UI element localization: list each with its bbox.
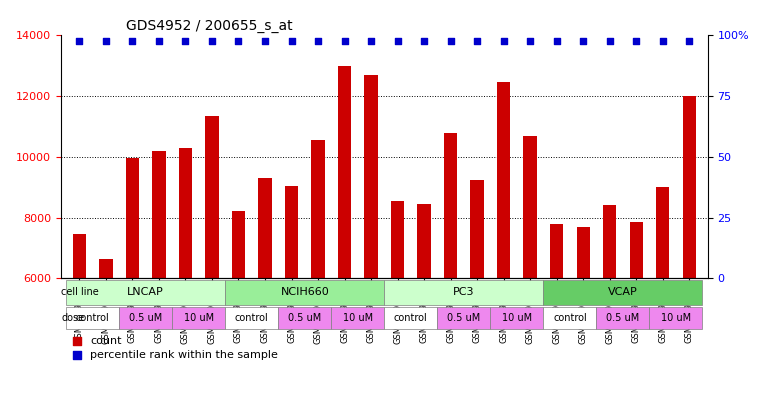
Text: control: control <box>553 313 587 323</box>
Bar <box>126 158 139 278</box>
Point <box>100 38 112 44</box>
FancyBboxPatch shape <box>66 280 225 305</box>
Point <box>232 38 244 44</box>
Bar <box>656 187 669 278</box>
Bar <box>73 234 86 278</box>
Bar <box>232 211 245 278</box>
Bar <box>205 116 218 278</box>
Point <box>71 352 83 358</box>
Text: percentile rank within the sample: percentile rank within the sample <box>90 350 278 360</box>
Bar <box>152 151 166 278</box>
Point <box>365 38 377 44</box>
FancyBboxPatch shape <box>225 280 384 305</box>
Bar <box>470 180 484 278</box>
Bar <box>391 201 404 278</box>
Point <box>180 38 192 44</box>
FancyBboxPatch shape <box>172 307 225 329</box>
FancyBboxPatch shape <box>490 307 543 329</box>
Bar <box>444 132 457 278</box>
Bar <box>524 136 537 278</box>
Point <box>524 38 537 44</box>
Point <box>339 38 351 44</box>
Bar <box>338 66 351 278</box>
Text: NCIH660: NCIH660 <box>280 287 330 297</box>
Bar <box>179 148 192 278</box>
Text: 10 uM: 10 uM <box>342 313 373 323</box>
FancyBboxPatch shape <box>119 307 172 329</box>
Text: 0.5 uM: 0.5 uM <box>607 313 639 323</box>
Point <box>153 38 165 44</box>
Point <box>206 38 218 44</box>
Text: 10 uM: 10 uM <box>661 313 691 323</box>
FancyBboxPatch shape <box>597 307 649 329</box>
Point <box>471 38 483 44</box>
Text: 0.5 uM: 0.5 uM <box>288 313 321 323</box>
Text: LNCAP: LNCAP <box>127 287 164 297</box>
Bar <box>100 259 113 278</box>
Text: cell line: cell line <box>62 287 99 297</box>
FancyBboxPatch shape <box>543 307 597 329</box>
Point <box>391 38 403 44</box>
Text: VCAP: VCAP <box>608 287 638 297</box>
Point <box>577 38 589 44</box>
Bar <box>365 75 377 278</box>
Point <box>603 38 616 44</box>
Point <box>683 38 696 44</box>
Point <box>550 38 562 44</box>
FancyBboxPatch shape <box>384 307 438 329</box>
Text: GDS4952 / 200655_s_at: GDS4952 / 200655_s_at <box>126 19 292 33</box>
FancyBboxPatch shape <box>66 307 119 329</box>
Point <box>73 38 85 44</box>
Point <box>259 38 271 44</box>
Point <box>71 338 83 344</box>
Point <box>657 38 669 44</box>
FancyBboxPatch shape <box>649 307 702 329</box>
Bar <box>259 178 272 278</box>
FancyBboxPatch shape <box>225 307 279 329</box>
Bar <box>497 83 510 278</box>
Point <box>630 38 642 44</box>
Point <box>498 38 510 44</box>
Text: PC3: PC3 <box>453 287 475 297</box>
Bar <box>285 185 298 278</box>
FancyBboxPatch shape <box>438 307 490 329</box>
FancyBboxPatch shape <box>331 307 384 329</box>
Bar <box>311 140 325 278</box>
Text: control: control <box>76 313 110 323</box>
Point <box>444 38 457 44</box>
Bar <box>577 227 590 278</box>
Point <box>312 38 324 44</box>
Bar <box>629 222 643 278</box>
Bar <box>418 204 431 278</box>
Point <box>285 38 298 44</box>
Text: 0.5 uM: 0.5 uM <box>447 313 480 323</box>
Text: 0.5 uM: 0.5 uM <box>129 313 162 323</box>
FancyBboxPatch shape <box>279 307 331 329</box>
Text: dose: dose <box>62 313 84 323</box>
Text: 10 uM: 10 uM <box>183 313 214 323</box>
Bar <box>603 206 616 278</box>
FancyBboxPatch shape <box>543 280 702 305</box>
Point <box>418 38 430 44</box>
Bar <box>550 224 563 278</box>
Text: control: control <box>394 313 428 323</box>
Text: 10 uM: 10 uM <box>501 313 532 323</box>
Text: count: count <box>90 336 122 346</box>
Point <box>126 38 139 44</box>
FancyBboxPatch shape <box>384 280 543 305</box>
Bar <box>683 96 696 278</box>
Text: control: control <box>235 313 269 323</box>
